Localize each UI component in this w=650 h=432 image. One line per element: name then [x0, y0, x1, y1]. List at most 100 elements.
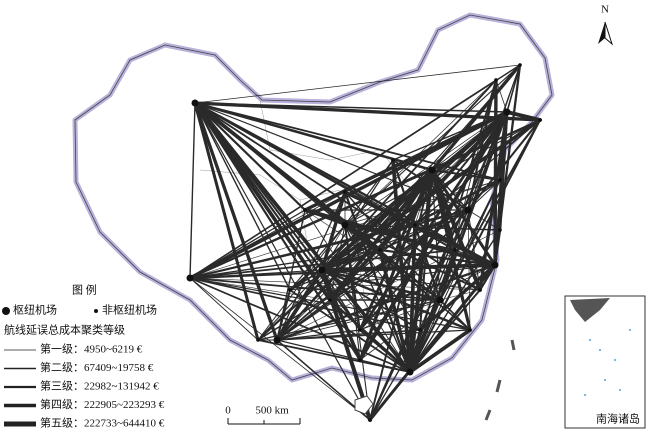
airport: [343, 190, 347, 194]
level-label: 第一级：4950~6219 €: [40, 342, 143, 356]
route: [194, 64, 521, 104]
airport: [498, 178, 502, 182]
route: [439, 64, 521, 301]
route: [414, 111, 508, 226]
route: [439, 299, 471, 331]
level-label: 第四级：222905~223293 €: [40, 397, 165, 411]
hub-airport: [186, 274, 194, 282]
airport: [468, 328, 472, 332]
route: [276, 289, 291, 341]
route: [419, 299, 441, 331]
route: [344, 79, 497, 226]
route: [392, 159, 469, 211]
level-label: 第三级：22982~131942 €: [40, 379, 159, 393]
route: [379, 249, 441, 301]
hainan: [354, 395, 374, 415]
level-label: 第五级：222733~644410 €: [40, 416, 165, 430]
route: [478, 263, 497, 292]
airport: [288, 288, 292, 292]
airport: [358, 328, 362, 332]
route: [321, 269, 411, 373]
route: [409, 229, 501, 373]
north-label: N: [601, 4, 609, 16]
route: [275, 268, 324, 342]
non-hub-label: 非枢纽机场: [102, 303, 157, 317]
route: [467, 209, 471, 331]
route: [189, 79, 497, 279]
route: [493, 228, 502, 267]
inset-label: 南海诸岛: [596, 412, 640, 426]
route: [189, 102, 196, 279]
route: [359, 299, 441, 361]
airport: [494, 78, 498, 82]
route: [321, 269, 481, 291]
route: [358, 110, 509, 332]
route: [344, 159, 394, 226]
route: [344, 224, 411, 373]
route: [467, 79, 497, 211]
route: [189, 277, 331, 301]
route: [391, 158, 412, 374]
airport: [256, 338, 260, 342]
route: [193, 101, 307, 212]
scale-bar: [227, 418, 301, 425]
routes: [188, 63, 542, 422]
route: [320, 118, 542, 272]
non-hub-symbol: [94, 309, 98, 313]
airport: [368, 418, 372, 422]
route: [276, 329, 471, 341]
route: [408, 328, 472, 374]
scale-distance: 500 km: [255, 405, 289, 417]
airport: [391, 158, 395, 162]
route: [369, 169, 433, 421]
airport: [453, 248, 457, 252]
route: [506, 64, 521, 113]
route: [419, 209, 469, 331]
route: [505, 110, 542, 122]
route: [193, 101, 497, 267]
route: [193, 101, 260, 342]
hub-airport: [191, 99, 199, 107]
hub-symbol: [2, 307, 10, 315]
inset-frame: [564, 295, 646, 429]
route: [344, 191, 441, 301]
route: [189, 277, 441, 301]
route: [409, 179, 501, 373]
hub-airport: [503, 108, 511, 116]
hub-airport: [436, 296, 444, 304]
scale-zero: 0: [225, 405, 231, 417]
cost-title: 航线延误总成本聚类等级: [4, 323, 125, 337]
inset-islands: [584, 329, 631, 396]
route: [344, 224, 501, 231]
route: [414, 209, 469, 226]
hub-airport: [491, 261, 499, 269]
route: [369, 209, 469, 421]
route: [391, 158, 442, 302]
route: [454, 111, 508, 251]
hub-airport: [406, 368, 414, 376]
route: [189, 191, 346, 279]
route: [193, 101, 542, 122]
route: [439, 249, 456, 301]
route: [276, 249, 381, 341]
inset-mainland: [570, 298, 610, 322]
airport: [328, 298, 332, 302]
route: [439, 119, 541, 301]
route: [257, 209, 469, 341]
route: [369, 371, 411, 421]
route: [304, 209, 441, 301]
route: [193, 101, 332, 302]
route: [189, 277, 259, 341]
route: [369, 299, 441, 421]
legend-title: 图 例: [72, 283, 97, 297]
route: [320, 268, 362, 362]
route: [189, 277, 411, 373]
airport: [378, 248, 382, 252]
legend-levels: 第一级：4950~6219 € 第二级：67409~19758 € 第三级：2298…: [4, 342, 165, 430]
route: [467, 179, 501, 211]
route: [439, 179, 501, 301]
dash-line: [484, 339, 516, 421]
route: [289, 224, 346, 291]
route: [188, 263, 497, 280]
